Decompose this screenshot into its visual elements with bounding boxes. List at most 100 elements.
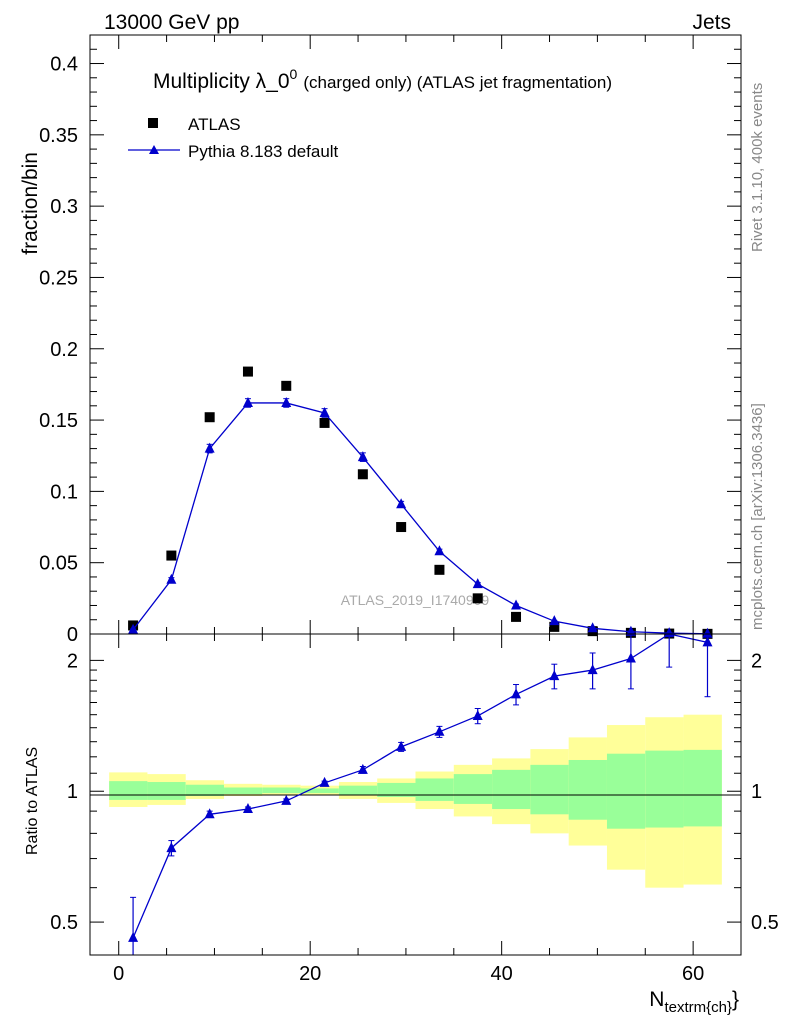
main-panel: Multiplicity λ_0 0 (charged only) (ATLAS j… <box>19 34 742 646</box>
atlas-data-point <box>319 417 330 428</box>
ratio-data-point <box>204 808 215 819</box>
ratio-inner-band <box>645 750 684 828</box>
chart-title-suffix: (charged only) (ATLAS jet fragmentation) <box>303 73 612 92</box>
y-tick-label: 0.4 <box>50 54 78 76</box>
atlas-data-point <box>242 366 253 377</box>
pythia-data-point <box>472 578 483 589</box>
legend-atlas-marker <box>148 118 158 128</box>
ratio-inner-band <box>300 788 339 794</box>
ratio-inner-band <box>185 784 225 797</box>
atlas-data-point <box>281 380 292 391</box>
mcplots-label: mcplots.cern.ch [arXiv:1306.3436] <box>749 403 766 630</box>
x-axis-label-brace: } <box>732 988 739 1011</box>
ratio-panel: 0.5 0.5 1 1 2 2 Ratio to ATLAS 0 20 40 60 Ntextr… <box>24 633 779 1016</box>
ratio-data-point <box>396 740 407 751</box>
y-tick-label: 0.35 <box>39 125 78 147</box>
atlas-data-point <box>434 564 445 575</box>
ratio-data-point <box>625 652 636 663</box>
ratio-data-point <box>357 763 368 774</box>
pythia-data-point <box>396 498 407 509</box>
pythia-data-point <box>549 615 560 626</box>
ratio-bands <box>109 714 722 888</box>
ratio-inner-band <box>606 753 646 829</box>
x-axis-label-main: N <box>649 988 664 1011</box>
ratio-data-point <box>511 688 522 699</box>
x-tick-label: 20 <box>299 963 321 985</box>
ratio-data-point <box>166 842 177 853</box>
ratio-inner-band <box>683 749 722 827</box>
ratio-line <box>132 633 708 939</box>
ratio-y-tick-label-right: 2 <box>751 650 762 672</box>
legend-pythia-marker <box>149 145 159 154</box>
ratio-y-tick-label: 1 <box>67 781 78 803</box>
legend-pythia-label: Pythia 8.183 default <box>188 142 339 161</box>
ratio-tick-labels: 0.5 0.5 1 1 2 2 <box>50 650 779 934</box>
pythia-data-point <box>319 406 330 417</box>
x-tick-label: 40 <box>491 963 513 985</box>
y-tick-label: 0.1 <box>50 481 78 503</box>
ratio-inner-band <box>453 774 493 804</box>
ratio-inner-band <box>338 785 378 796</box>
ratio-inner-band <box>568 759 607 820</box>
atlas-data-point <box>204 412 215 423</box>
main-tick-labels: 0 0.05 0.1 0.15 0.2 0.25 0.3 0.35 0.4 <box>39 54 78 646</box>
ratio-series <box>128 633 713 955</box>
pythia-data-point <box>128 623 139 634</box>
y-axis-label: fraction/bin <box>19 152 42 255</box>
ratio-y-axis-label: Ratio to ATLAS <box>24 747 41 855</box>
energy-label: 13000 GeV pp <box>104 11 239 34</box>
pythia-data-point <box>702 627 713 638</box>
ratio-data-point <box>281 794 292 805</box>
pythia-line <box>132 402 708 635</box>
pythia-data-point <box>281 396 292 407</box>
rivet-label: Rivet 3.1.10, 400k events <box>749 83 766 252</box>
watermark: ATLAS_2019_I1740909 <box>341 592 490 608</box>
y-tick-label: 0.05 <box>39 553 78 575</box>
x-axis-label-subscript: textrm{ch} <box>664 999 732 1016</box>
pythia-data-point <box>434 545 445 556</box>
y-tick-label: 0.15 <box>39 410 78 432</box>
pythia-data-point <box>625 625 636 636</box>
atlas-data-point <box>549 621 560 632</box>
pythia-data-point <box>166 573 177 584</box>
pythia-data-point <box>511 599 522 610</box>
ratio-data-point <box>242 803 253 814</box>
y-tick-label: 0.2 <box>50 339 78 361</box>
atlas-data-point <box>472 593 483 604</box>
ratio-inner-band <box>109 781 148 800</box>
atlas-data-point <box>511 611 522 622</box>
ratio-y-tick-label: 0.5 <box>50 912 78 934</box>
atlas-data-point <box>166 550 177 561</box>
ratio-inner-band <box>415 778 454 801</box>
ratio-data-point <box>587 664 598 675</box>
ratio-inner-band <box>262 787 301 794</box>
ratio-data-point <box>472 709 483 720</box>
ratio-y-tick-label-right: 1 <box>751 781 762 803</box>
x-tick-label: 60 <box>682 963 704 985</box>
ratio-data-point <box>319 776 330 787</box>
ratio-ticks <box>90 634 741 955</box>
ratio-data-point <box>128 931 139 942</box>
x-axis-label: Ntextrm{ch}} <box>649 988 739 1016</box>
legend-atlas-label: ATLAS <box>188 115 241 134</box>
chart-title: Multiplicity λ_00 (charged only) (ATLAS j… <box>153 66 612 93</box>
ratio-plot-frame <box>89 633 742 956</box>
legend: ATLAS Pythia 8.183 default <box>128 115 339 161</box>
x-tick-labels: 0 20 40 60 <box>113 963 704 985</box>
ratio-inner-band <box>492 769 531 810</box>
x-tick-label: 0 <box>113 963 124 985</box>
ratio-inner-band <box>147 782 186 800</box>
ratio-y-tick-label: 2 <box>67 650 78 672</box>
jets-label: Jets <box>692 11 731 34</box>
chart-title-main: Multiplicity λ_0 <box>153 70 290 93</box>
pythia-data-point <box>357 451 368 462</box>
pythia-data-point <box>204 442 215 453</box>
ratio-data-point <box>702 636 713 647</box>
y-tick-label: 0 <box>67 624 78 646</box>
y-tick-label: 0.25 <box>39 267 78 289</box>
pythia-data-point <box>587 622 598 633</box>
pythia-data-point <box>242 396 253 407</box>
atlas-data-point <box>357 469 368 480</box>
ratio-inner-band <box>530 764 569 815</box>
